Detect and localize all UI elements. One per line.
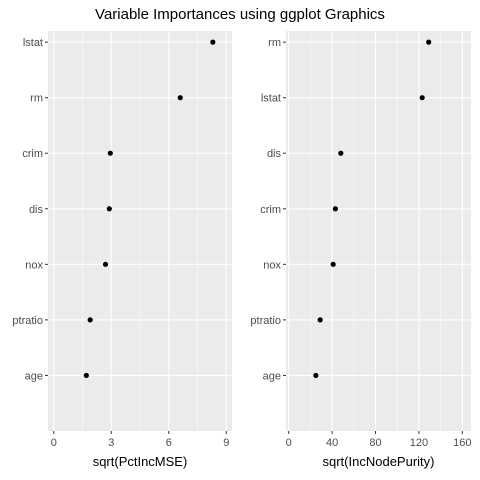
y-tick-label: rm bbox=[268, 37, 281, 49]
data-point-age bbox=[83, 372, 89, 379]
data-point-rm bbox=[177, 95, 183, 101]
y-tick-label: age bbox=[25, 370, 43, 382]
y-tick-label: age bbox=[263, 370, 281, 382]
x-tick-label: 160 bbox=[453, 437, 471, 449]
data-point-lstat bbox=[419, 95, 425, 101]
y-tick-label: nox bbox=[263, 259, 281, 271]
x-tick-label: 0 bbox=[51, 437, 57, 449]
data-point-crim bbox=[332, 206, 338, 212]
x-tick-label: 3 bbox=[108, 437, 114, 449]
data-point-nox bbox=[102, 261, 109, 267]
y-tick-label: lstat bbox=[23, 37, 43, 49]
data-point-ptratio bbox=[317, 317, 323, 323]
y-tick-label: crim bbox=[260, 204, 281, 216]
x-axis-label: sqrt(IncNodePurity) bbox=[323, 454, 435, 469]
panel-background bbox=[286, 31, 471, 431]
chart-title: Variable Importances using ggplot Graphi… bbox=[95, 6, 385, 23]
data-point-lstat bbox=[210, 39, 216, 45]
x-tick-label: 40 bbox=[326, 437, 338, 449]
data-point-rm bbox=[426, 39, 432, 45]
y-tick-label: ptratio bbox=[12, 315, 43, 327]
y-tick-label: dis bbox=[29, 204, 44, 216]
x-tick-label: 9 bbox=[223, 437, 229, 449]
data-point-dis bbox=[338, 150, 344, 156]
x-tick-label: 120 bbox=[410, 437, 428, 449]
y-tick-label: dis bbox=[267, 148, 282, 160]
x-axis-label: sqrt(PctIncMSE) bbox=[93, 454, 188, 469]
y-tick-label: rm bbox=[30, 93, 43, 105]
y-tick-label: crim bbox=[22, 148, 43, 160]
panel-2: 0 40 80 120 160 age ptratio nox crim dis lstat rm sq… bbox=[250, 31, 471, 469]
data-point-dis bbox=[106, 206, 112, 212]
panel-1: 0 3 6 9 age ptratio nox dis crim rm lstat sqrt(PctI… bbox=[12, 31, 232, 469]
data-point-age bbox=[313, 372, 319, 379]
data-point-ptratio bbox=[87, 317, 93, 323]
y-tick-label: nox bbox=[25, 259, 43, 271]
data-point-nox bbox=[330, 261, 336, 267]
x-tick-label: 6 bbox=[166, 437, 172, 449]
y-tick-label: ptratio bbox=[250, 315, 281, 327]
y-tick-label: lstat bbox=[261, 93, 281, 105]
data-point-crim bbox=[107, 150, 113, 156]
x-tick-label: 0 bbox=[286, 437, 292, 449]
x-tick-label: 80 bbox=[369, 437, 381, 449]
